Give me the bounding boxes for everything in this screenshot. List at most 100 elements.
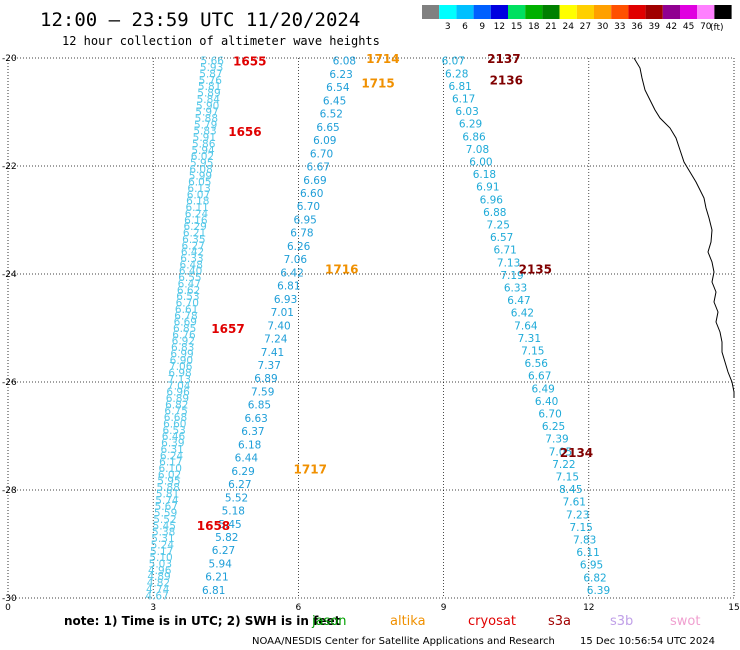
legend-label: 9 xyxy=(479,22,485,32)
wave-height-value: 6.47 xyxy=(178,278,201,290)
wave-height-value: 6.55 xyxy=(178,272,201,284)
legend-swatch xyxy=(559,5,577,19)
wave-height-value: 6.89 xyxy=(166,393,189,405)
wave-height-value: 4.82 xyxy=(147,578,170,590)
wave-height-value: 6.29 xyxy=(459,119,482,131)
wave-height-value: 6.13 xyxy=(187,183,210,195)
wave-height-value: 6.53 xyxy=(176,291,199,303)
satellite-label-altika: altika xyxy=(390,614,426,629)
x-tick-label: 9 xyxy=(441,603,447,613)
wave-height-value: 4.67 xyxy=(145,590,168,602)
wave-height-value: 6.81 xyxy=(202,585,225,597)
legend-label: 6 xyxy=(462,22,468,32)
wave-height-value: 4.89 xyxy=(147,571,170,583)
coastline xyxy=(633,57,735,398)
wave-height-value: 6.75 xyxy=(164,406,187,418)
pass-time-label: 2134 xyxy=(560,446,593,460)
x-tick-label: 0 xyxy=(5,603,11,613)
wave-height-value: 5.74 xyxy=(155,495,179,507)
legend-unit: (ft) xyxy=(710,23,724,33)
legend-label: 70 xyxy=(700,22,712,32)
wave-height-value: 6.27 xyxy=(228,479,251,491)
legend-label: 30 xyxy=(597,22,609,32)
wave-height-value: 7.06 xyxy=(284,254,308,266)
wave-height-value: 5.66 xyxy=(201,56,225,68)
wave-height-value: 5.82 xyxy=(215,532,238,544)
legend-label: 21 xyxy=(545,22,556,32)
pass-time-label: 1715 xyxy=(361,76,394,90)
satellite-label-jason: jason xyxy=(311,614,347,629)
wave-height-value: 6.23 xyxy=(329,69,352,81)
legend-label: 45 xyxy=(683,22,694,32)
wave-height-value: 7.39 xyxy=(545,434,568,446)
wave-height-value: 6.02 xyxy=(191,151,214,163)
wave-height-value: 6.60 xyxy=(163,418,186,430)
wave-height-value: 5.83 xyxy=(193,126,216,138)
wave-height-value: 5.79 xyxy=(194,119,217,131)
x-tick-label: 15 xyxy=(728,603,739,613)
wave-height-value: 5.31 xyxy=(151,533,174,545)
wave-height-value: 6.39 xyxy=(161,438,184,450)
wave-height-value: 6.57 xyxy=(490,232,513,244)
pass-time-label: 1717 xyxy=(294,462,327,476)
wave-height-value: 6.95 xyxy=(580,560,603,572)
legend-label: 42 xyxy=(666,22,677,32)
wave-height-value: 6.27 xyxy=(212,545,235,557)
wave-height-value: 6.90 xyxy=(170,355,193,367)
wave-height-value: 7.24 xyxy=(264,334,288,346)
plot-frame xyxy=(7,57,735,599)
wave-height-value: 7.15 xyxy=(556,472,579,484)
wave-height-value: 6.31 xyxy=(160,444,183,456)
y-tick-label: -28 xyxy=(2,486,17,496)
wave-height-value: 6.85 xyxy=(248,400,271,412)
wave-height-value: 6.86 xyxy=(462,131,486,143)
color-legend: 3 6 9 12 15 18 21 24 27 30 33 36 39 42 45 70 xyxy=(422,5,732,32)
legend-swatch xyxy=(680,5,698,19)
wave-height-value: 6.70 xyxy=(310,148,333,160)
wave-height-value: 5.99 xyxy=(189,170,212,182)
wave-height-value: 5.17 xyxy=(150,546,173,558)
wave-height-value: 6.35 xyxy=(182,234,205,246)
wave-height-value: 5.94 xyxy=(191,145,215,157)
wave-height-value: 7.08 xyxy=(466,144,489,156)
plot-grid: 0 3 6 9 12 15 -20 -22 -24 -26 -28 -30 xyxy=(2,54,740,613)
legend-swatch xyxy=(508,5,526,19)
wave-height-value: 6.99 xyxy=(170,348,193,360)
wave-height-value: 7.40 xyxy=(267,320,290,332)
wave-height-value: 5.90 xyxy=(196,100,219,112)
wave-height-value: 6.10 xyxy=(159,463,182,475)
wave-height-value: 5.81 xyxy=(198,81,221,93)
wave-height-value: 4.96 xyxy=(148,565,172,577)
wave-height-value: 5.10 xyxy=(149,552,172,564)
wave-height-value: 6.18 xyxy=(473,169,496,181)
wave-height-value: 6.18 xyxy=(238,439,261,451)
wave-height-value: 6.81 xyxy=(448,81,471,93)
wave-height-value: 6.98 xyxy=(168,368,191,380)
wave-height-value: 7.31 xyxy=(518,333,541,345)
y-tick-label: -20 xyxy=(2,54,17,64)
legend-swatch xyxy=(576,5,594,19)
wave-height-value: 6.78 xyxy=(290,228,313,240)
wave-height-value: 6.61 xyxy=(175,304,198,316)
footer-credit: NOAA/NESDIS Center for Satellite Applica… xyxy=(252,636,555,647)
wave-height-value: 6.48 xyxy=(180,259,203,271)
wave-height-value: 6.28 xyxy=(445,68,468,80)
pass-time-label: 1657 xyxy=(211,322,244,336)
wave-height-value: 7.37 xyxy=(258,360,281,372)
wave-height-value: 7.83 xyxy=(573,535,596,547)
satellite-tracks: 5.665.935.875.765.815.895.845.905.975.88… xyxy=(145,56,610,603)
wave-height-value: 4.74 xyxy=(146,584,170,596)
wave-height-value: 6.05 xyxy=(188,177,211,189)
legend-swatch xyxy=(645,5,663,19)
wave-height-value: 6.71 xyxy=(493,245,516,257)
legend-swatch xyxy=(439,5,457,19)
wave-height-value: 6.25 xyxy=(542,421,565,433)
wave-height-value: 5.94 xyxy=(209,558,233,570)
wave-height-value: 6.78 xyxy=(174,310,197,322)
legend-swatch xyxy=(542,5,560,19)
wave-height-value: 6.95 xyxy=(293,214,316,226)
wave-height-value: 6.26 xyxy=(287,241,311,253)
wave-height-value: 6.40 xyxy=(179,266,202,278)
pass-time-label: 1714 xyxy=(366,52,399,66)
